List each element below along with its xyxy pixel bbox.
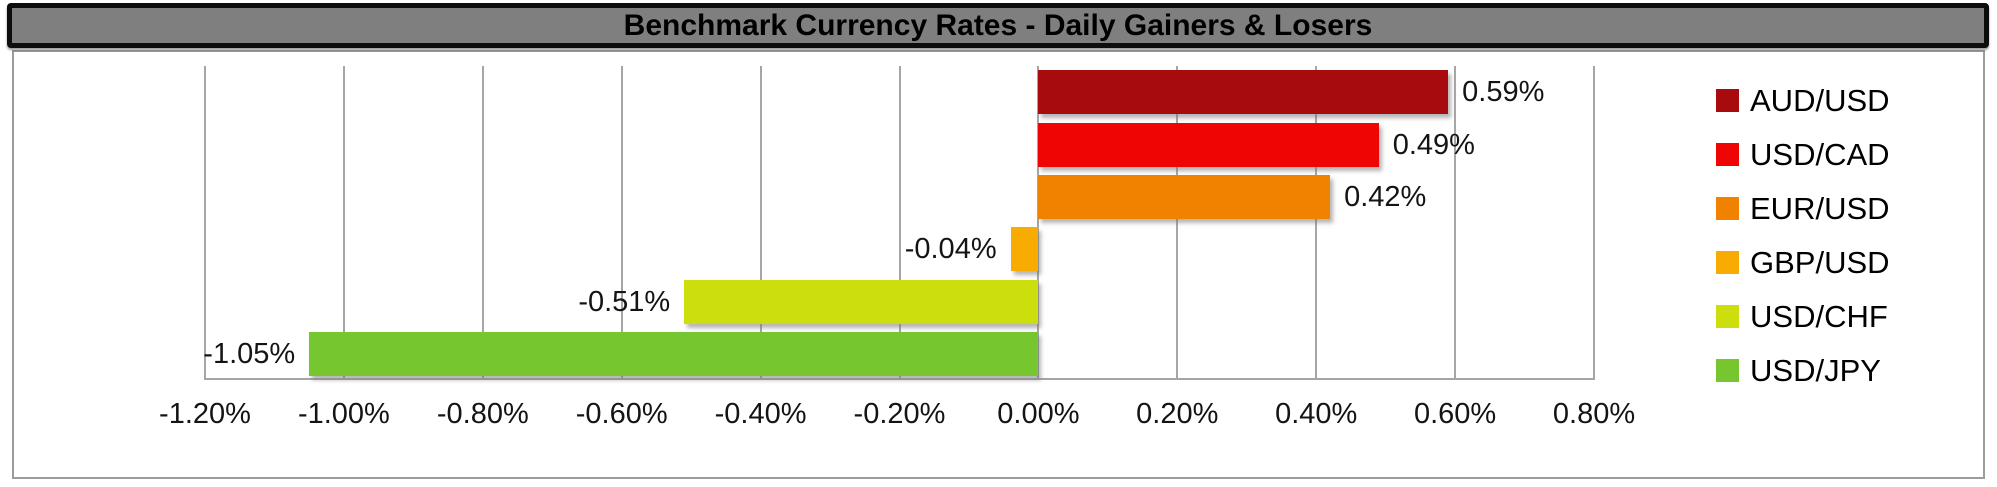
x-axis-tick-label: 0.20%: [1136, 398, 1219, 430]
legend-swatch-icon: [1716, 197, 1739, 220]
x-axis-tick-label: -0.20%: [853, 398, 946, 430]
gridline-0.20: [1176, 66, 1179, 380]
x-axis-tick-label: 0.60%: [1413, 398, 1497, 430]
x-axis-tick-label: 0.00%: [997, 398, 1080, 430]
gridline-0.60: [1454, 66, 1457, 380]
gridline-0.40: [1315, 66, 1318, 380]
x-axis: -1.20% -1.00% -0.80% -0.60% -0.40% -0.20% 0.00…: [159, 398, 1635, 434]
legend-swatch-icon: [1716, 143, 1739, 166]
legend-label: GBP/USD: [1750, 244, 1890, 280]
gridline--1.00: [342, 66, 345, 380]
legend-item-usd-cad: USD/CAD: [1716, 136, 1890, 172]
value-label-usd-cad: 0.49%: [1392, 128, 1475, 161]
legend-item-eur-usd: EUR/USD: [1716, 190, 1890, 226]
plot-area: 0.59% 0.49% 0.42% -0.04% -0.51% -1.05%: [203, 66, 1595, 380]
gridline--0.40: [759, 66, 762, 380]
chart-title: Benchmark Currency Rates - Daily Gainers…: [623, 8, 1373, 42]
x-axis-tick-label: -0.60%: [575, 398, 668, 430]
legend-label: USD/CAD: [1750, 136, 1890, 172]
legend-label: USD/JPY: [1750, 352, 1881, 388]
x-axis-tick-label: -0.40%: [714, 398, 807, 430]
x-axis-tick-label: 0.80%: [1552, 398, 1636, 430]
value-label-eur-usd: 0.42%: [1344, 180, 1427, 213]
value-label-usd-chf: -0.51%: [578, 285, 671, 318]
legend-swatch-icon: [1716, 305, 1739, 328]
gridline-0.80: [1593, 66, 1595, 380]
legend-item-gbp-usd: GBP/USD: [1716, 244, 1890, 280]
legend-item-usd-jpy: USD/JPY: [1716, 352, 1890, 388]
value-label-gbp-usd: -0.04%: [904, 233, 997, 266]
value-label-aud-usd: 0.59%: [1462, 76, 1545, 109]
chart-frame: [12, 50, 1985, 479]
bar-usd-chf: [684, 279, 1039, 324]
bar-aud-usd: [1038, 70, 1449, 115]
chart-title-bar: Benchmark Currency Rates - Daily Gainers…: [7, 3, 1989, 48]
legend-swatch-icon: [1716, 359, 1739, 382]
legend-item-usd-chf: USD/CHF: [1716, 298, 1890, 334]
bar-eur-usd: [1038, 174, 1331, 219]
gridline--0.20: [898, 66, 901, 380]
legend-label: AUD/USD: [1750, 82, 1890, 118]
bar-gbp-usd: [1010, 227, 1039, 272]
x-axis-tick-label: 0.40%: [1275, 398, 1358, 430]
legend-label: EUR/USD: [1750, 190, 1890, 226]
x-axis-tick-label: -1.20%: [159, 398, 251, 430]
legend-swatch-icon: [1716, 251, 1739, 274]
legend-item-aud-usd: AUD/USD: [1716, 82, 1890, 118]
value-label-usd-jpy: -1.05%: [203, 337, 296, 370]
legend-label: USD/CHF: [1750, 298, 1888, 334]
gridline-0.00: [1037, 66, 1040, 380]
legend: AUD/USD USD/CAD EUR/USD GBP/USD USD/CHF USD/J…: [1716, 82, 1890, 408]
gridline--0.80: [481, 66, 484, 380]
gridline--0.60: [620, 66, 623, 380]
x-axis-tick-label: -0.80%: [436, 398, 529, 430]
gridline--1.20: [204, 66, 206, 380]
bar-usd-jpy: [309, 331, 1039, 376]
legend-swatch-icon: [1716, 89, 1739, 112]
x-axis-tick-label: -1.00%: [297, 398, 390, 430]
bar-usd-cad: [1038, 122, 1379, 167]
